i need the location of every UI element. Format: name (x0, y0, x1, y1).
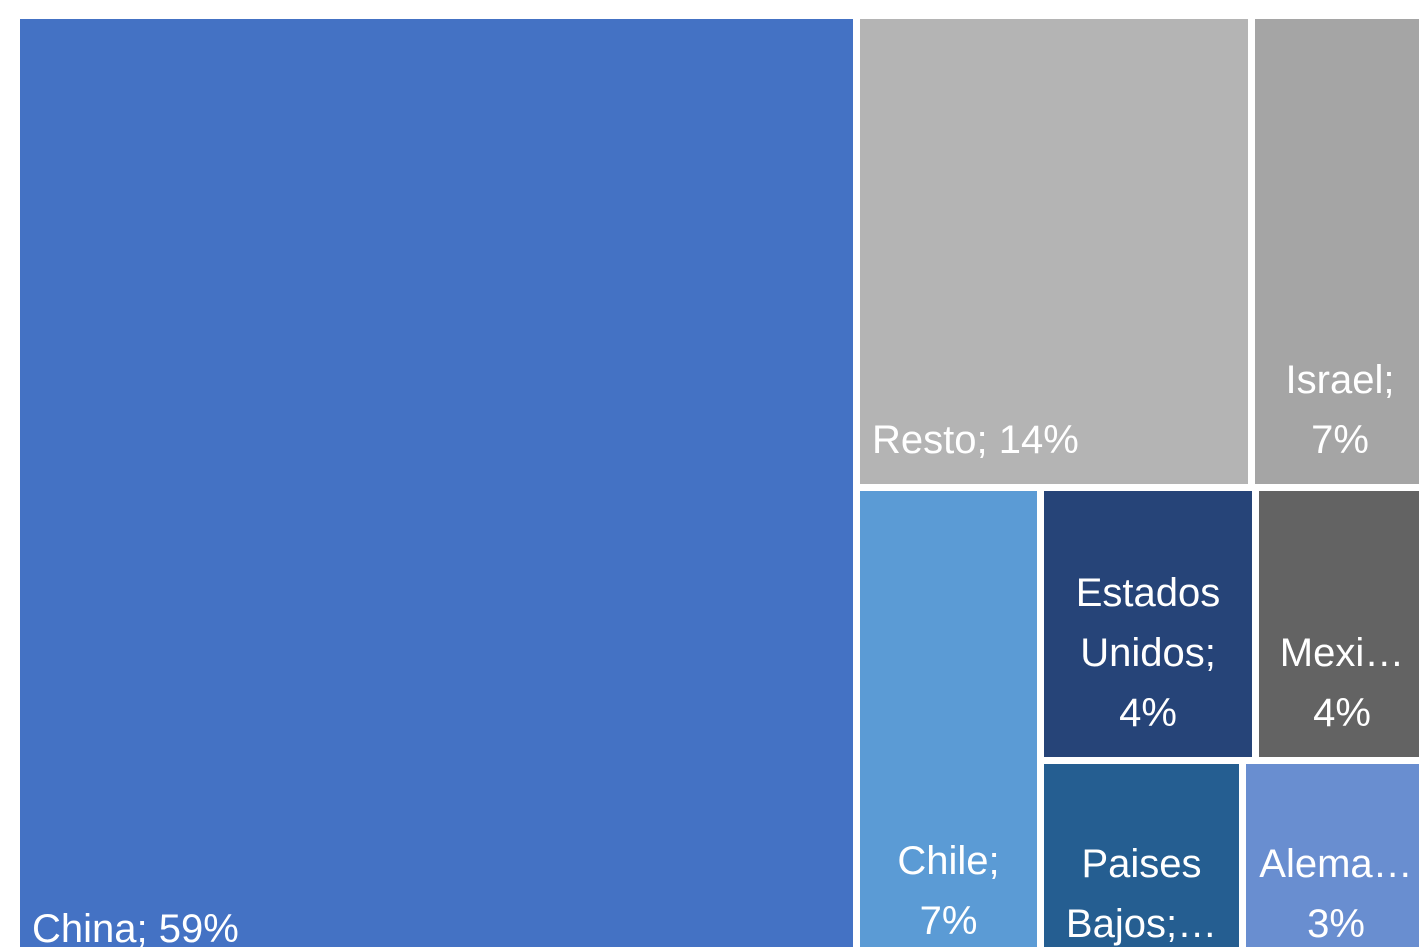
tile: Resto; 14% (860, 19, 1248, 484)
tile: Estados Unidos; 4% (1044, 491, 1252, 757)
tile-label: Estados Unidos; 4% (1075, 571, 1221, 735)
tile-label: Paises Bajos;… (1065, 842, 1218, 946)
tile: Mexi… 4% (1259, 491, 1419, 757)
tile: Paises Bajos;… (1044, 764, 1239, 947)
tile: Alema… 3% (1246, 764, 1419, 947)
tile-label: Mexi… 4% (1279, 631, 1405, 735)
tile: Chile; 7% (860, 491, 1037, 947)
tile: China; 59% (20, 19, 853, 947)
tile: Israel; 7% (1255, 19, 1419, 484)
tile-label: China; 59% (32, 907, 239, 947)
tile-label: Israel; 7% (1285, 358, 1395, 462)
tile-label: Resto; 14% (872, 418, 1079, 462)
tile-label: Alema… 3% (1259, 842, 1413, 946)
tile-label: Chile; 7% (897, 839, 1000, 943)
